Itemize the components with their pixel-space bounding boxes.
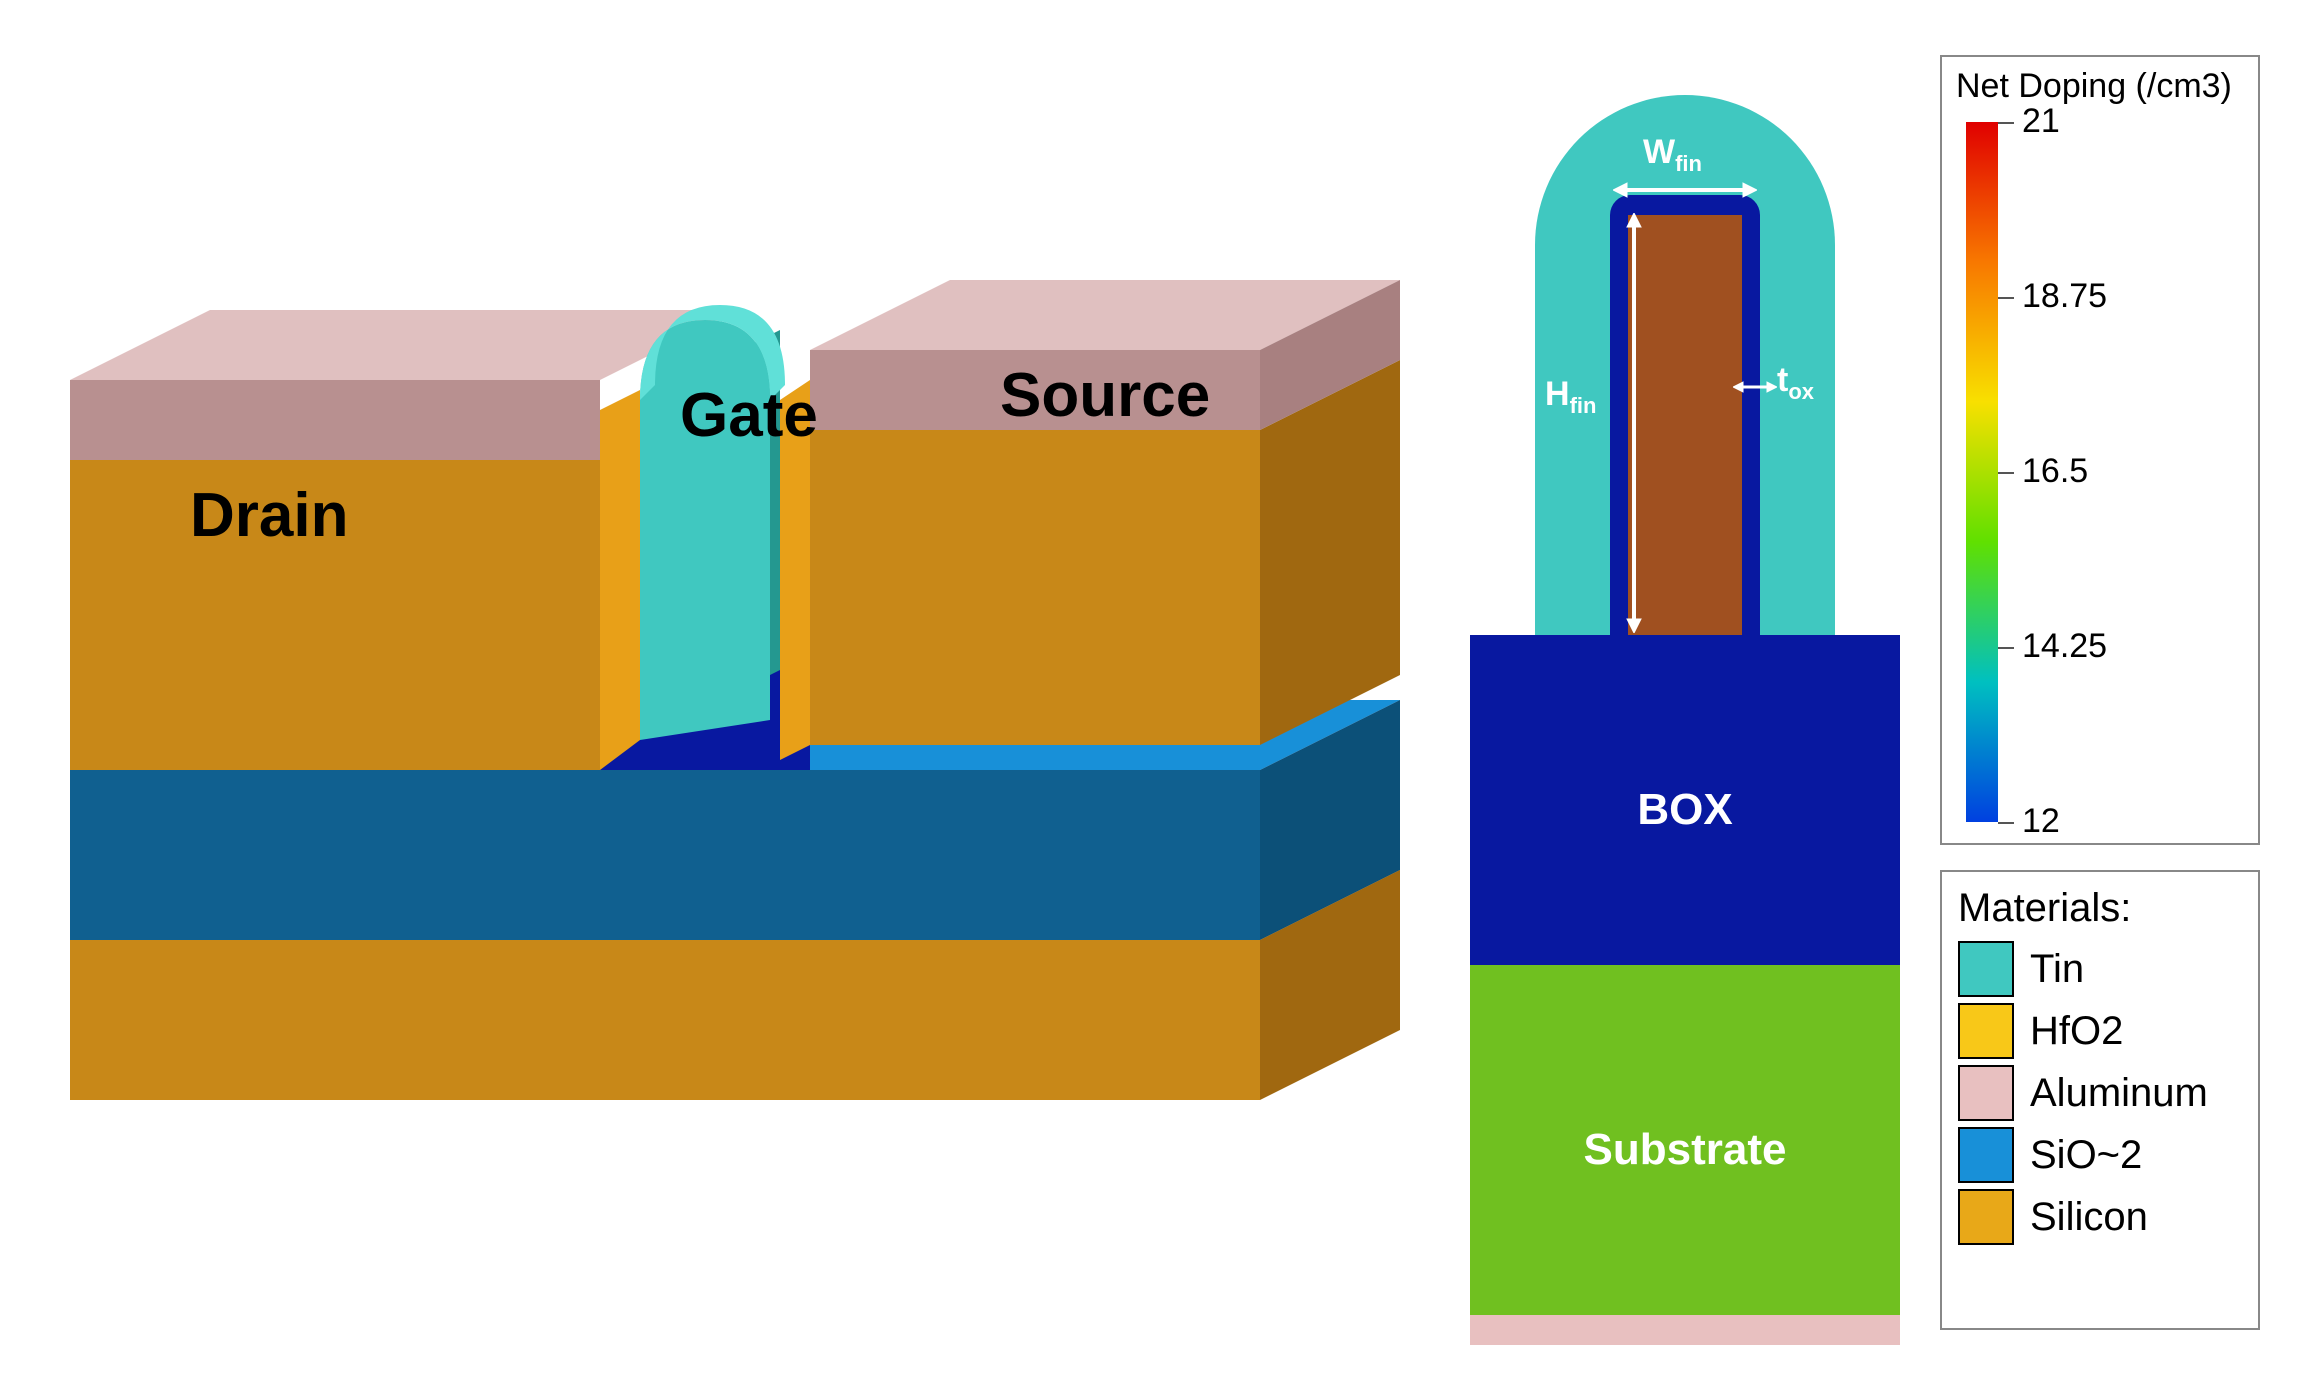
material-row: Aluminum (1958, 1065, 2242, 1121)
materials-legend-panel: Materials: Tin HfO2 Aluminum SiO~2 Silicon (1940, 870, 2260, 1330)
materials-legend-title: Materials: (1958, 886, 2242, 931)
finfet-cross-section: BOX Substrate Wfin Hfin (1470, 55, 1900, 1345)
scale-tick-dash (1998, 647, 2014, 649)
hfin-label: Hfin (1545, 375, 1596, 419)
xsec-box-label: BOX (1637, 785, 1732, 835)
wfin-arrow (1613, 175, 1757, 205)
box-front (70, 770, 1260, 940)
scale-tick-dash (1998, 297, 2014, 299)
doping-scale-panel: Net Doping (/cm3) 21 18.75 16.5 14.25 12 (1940, 55, 2260, 845)
material-name: SiO~2 (2030, 1133, 2142, 1178)
wfin-label: Wfin (1643, 133, 1702, 177)
material-row: HfO2 (1958, 1003, 2242, 1059)
hfin-arrow (1619, 213, 1649, 633)
drain-al-front (70, 380, 600, 460)
material-swatch (1958, 1065, 2014, 1121)
xsec-substrate-cap (1470, 1315, 1900, 1345)
tox-label: tox (1777, 361, 1814, 405)
material-swatch (1958, 1003, 2014, 1059)
finfet-3d-view: Drain Gate Source (40, 200, 1420, 1140)
material-row: SiO~2 (1958, 1127, 2242, 1183)
doping-scale-bar (1966, 122, 1998, 822)
doping-scale-body: 2118.7516.514.2512 (1956, 114, 2244, 834)
scale-tick-dash (1998, 822, 2014, 824)
material-swatch (1958, 1189, 2014, 1245)
finfet-3d-svg (40, 200, 1420, 1140)
label-drain: Drain (190, 480, 348, 551)
material-name: Tin (2030, 947, 2084, 992)
scale-tick-dash (1998, 122, 2014, 124)
label-source: Source (1000, 360, 1210, 431)
xsec-substrate-label: Substrate (1584, 1125, 1787, 1175)
scale-tick-label: 18.75 (2022, 277, 2107, 316)
xsec-fin-stack: Wfin Hfin tox (1535, 95, 1835, 635)
substrate-bottom-front (70, 940, 1260, 1100)
material-row: Tin (1958, 941, 2242, 997)
scale-tick-label: 21 (2022, 102, 2060, 141)
scale-tick-label: 12 (2022, 802, 2060, 841)
scale-tick-label: 16.5 (2022, 452, 2088, 491)
material-name: HfO2 (2030, 1009, 2123, 1054)
material-row: Silicon (1958, 1189, 2242, 1245)
doping-scale-title: Net Doping (/cm3) (1956, 67, 2244, 106)
label-gate: Gate (680, 380, 818, 451)
material-name: Silicon (2030, 1195, 2148, 1240)
scale-tick-dash (1998, 472, 2014, 474)
materials-legend-list: Tin HfO2 Aluminum SiO~2 Silicon (1958, 941, 2242, 1245)
material-name: Aluminum (2030, 1071, 2208, 1116)
tox-arrow (1733, 375, 1777, 399)
material-swatch (1958, 941, 2014, 997)
material-swatch (1958, 1127, 2014, 1183)
source-silicon-front (810, 430, 1260, 745)
scale-tick-label: 14.25 (2022, 627, 2107, 666)
